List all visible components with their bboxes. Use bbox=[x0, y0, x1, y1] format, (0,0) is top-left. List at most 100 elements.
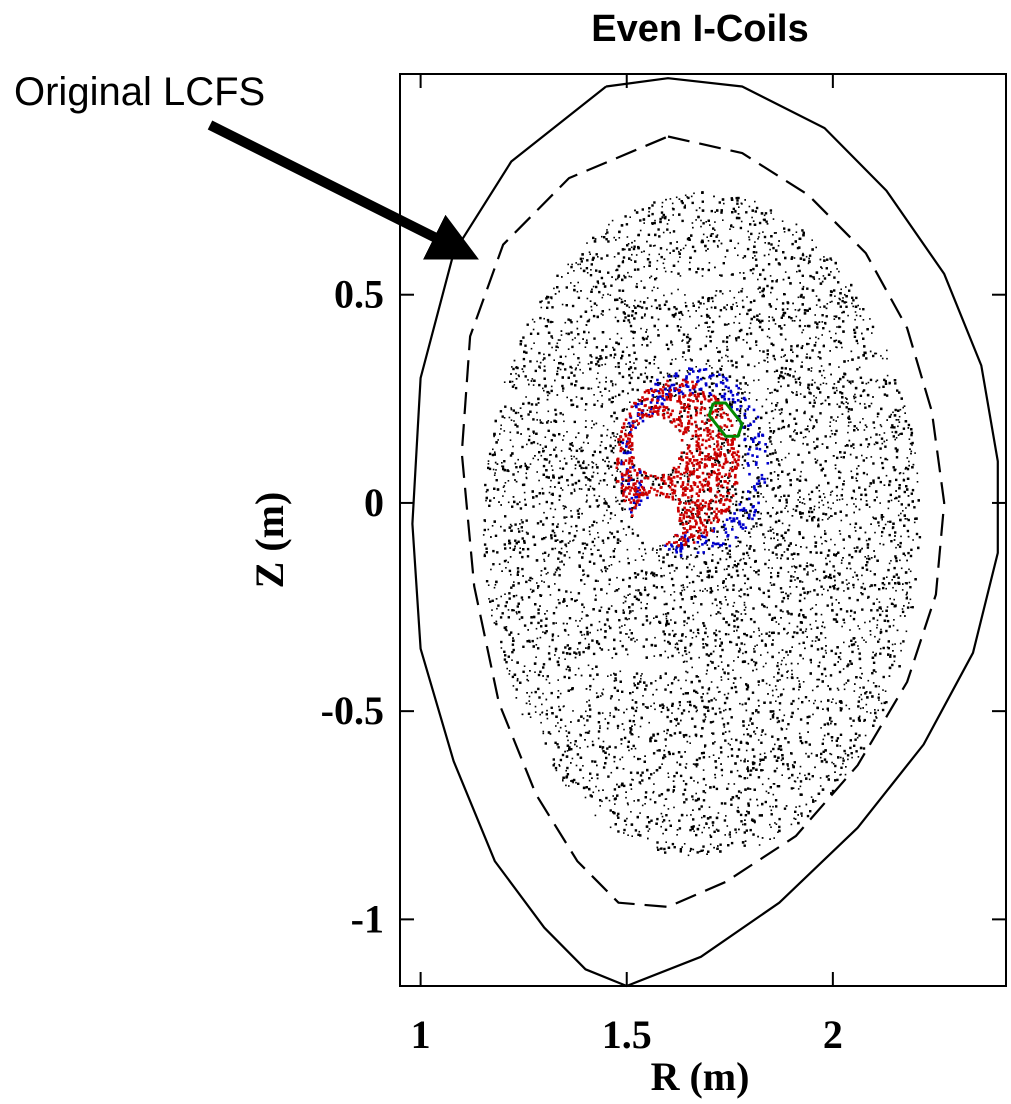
scatter-point bbox=[766, 284, 769, 288]
scatter-point bbox=[839, 305, 842, 308]
scatter-point bbox=[604, 718, 607, 720]
scatter-point bbox=[822, 738, 825, 741]
scatter-point bbox=[787, 384, 790, 387]
scatter-point bbox=[686, 196, 688, 198]
scatter-point bbox=[828, 330, 831, 333]
scatter-point bbox=[895, 450, 899, 453]
scatter-point bbox=[801, 631, 805, 634]
scatter-point bbox=[701, 816, 703, 819]
scatter-point bbox=[752, 833, 755, 836]
scatter-point bbox=[589, 684, 592, 688]
scatter-point bbox=[615, 679, 618, 682]
scatter-point bbox=[889, 655, 892, 658]
scatter-point bbox=[637, 598, 640, 602]
scatter-point bbox=[709, 529, 713, 532]
scatter-point bbox=[685, 670, 687, 673]
scatter-point bbox=[701, 451, 704, 455]
scatter-point bbox=[633, 682, 635, 685]
scatter-point bbox=[725, 815, 727, 817]
scatter-point bbox=[806, 443, 809, 446]
scatter-point bbox=[511, 385, 515, 388]
scatter-point bbox=[487, 528, 490, 531]
scatter-point bbox=[830, 491, 832, 494]
scatter-point bbox=[671, 469, 675, 472]
scatter-point bbox=[578, 342, 581, 345]
scatter-point bbox=[843, 451, 846, 454]
scatter-point bbox=[842, 759, 845, 762]
scatter-point bbox=[558, 601, 561, 605]
scatter-point bbox=[511, 380, 514, 383]
scatter-point bbox=[749, 308, 752, 311]
scatter-point bbox=[540, 625, 543, 628]
scatter-point bbox=[875, 715, 877, 718]
scatter-point bbox=[666, 612, 670, 615]
scatter-point bbox=[809, 590, 812, 593]
scatter-point bbox=[855, 574, 859, 577]
scatter-point bbox=[568, 556, 571, 559]
scatter-point bbox=[537, 687, 540, 691]
scatter-point bbox=[568, 746, 571, 749]
scatter-point bbox=[504, 593, 506, 595]
scatter-point bbox=[783, 627, 786, 631]
scatter-point bbox=[629, 324, 633, 328]
scatter-point bbox=[580, 267, 582, 270]
scatter-point bbox=[652, 396, 655, 398]
scatter-point bbox=[763, 235, 767, 239]
scatter-point bbox=[743, 760, 746, 763]
scatter-point bbox=[797, 708, 799, 710]
scatter-point bbox=[887, 500, 890, 503]
scatter-point bbox=[678, 763, 682, 766]
scatter-point bbox=[622, 319, 626, 322]
scatter-point bbox=[517, 458, 519, 461]
scatter-point bbox=[645, 615, 648, 618]
scatter-point bbox=[809, 274, 812, 278]
scatter-point bbox=[811, 239, 813, 241]
scatter-point bbox=[745, 634, 749, 637]
scatter-point bbox=[687, 522, 690, 524]
scatter-point bbox=[715, 235, 718, 238]
scatter-point bbox=[642, 338, 645, 341]
scatter-point bbox=[660, 847, 663, 850]
scatter-point bbox=[900, 649, 902, 652]
scatter-point bbox=[825, 652, 827, 654]
scatter-point bbox=[570, 748, 573, 751]
scatter-point bbox=[686, 701, 689, 703]
scatter-point bbox=[835, 420, 837, 422]
scatter-point bbox=[617, 816, 620, 819]
scatter-point bbox=[871, 672, 874, 675]
scatter-point bbox=[625, 633, 627, 635]
scatter-point bbox=[537, 587, 539, 589]
scatter-point bbox=[609, 354, 612, 357]
scatter-point bbox=[550, 439, 553, 442]
scatter-point bbox=[750, 658, 754, 662]
scatter-point bbox=[850, 752, 853, 755]
scatter-point bbox=[814, 461, 818, 464]
scatter-point bbox=[827, 549, 831, 552]
scatter-point bbox=[836, 588, 839, 591]
scatter-point bbox=[627, 557, 629, 560]
scatter-point bbox=[512, 648, 515, 652]
scatter-point bbox=[569, 647, 572, 650]
scatter-point bbox=[859, 443, 863, 447]
scatter-point bbox=[535, 627, 538, 630]
scatter-point bbox=[558, 657, 560, 659]
scatter-point bbox=[805, 519, 809, 522]
scatter-point bbox=[501, 415, 504, 418]
scatter-point bbox=[772, 532, 775, 534]
scatter-point bbox=[837, 281, 840, 284]
scatter-point bbox=[508, 592, 511, 595]
scatter-point bbox=[803, 503, 806, 505]
scatter-point bbox=[821, 499, 823, 502]
scatter-point bbox=[774, 799, 778, 802]
scatter-point bbox=[708, 365, 711, 367]
scatter-point bbox=[798, 324, 802, 328]
scatter-point bbox=[569, 742, 572, 744]
scatter-point bbox=[593, 394, 595, 396]
scatter-point bbox=[825, 557, 827, 560]
scatter-point bbox=[846, 379, 849, 382]
scatter-point bbox=[592, 314, 596, 318]
scatter-point bbox=[726, 324, 728, 326]
scatter-point bbox=[704, 744, 706, 746]
scatter-point bbox=[561, 303, 564, 306]
scatter-point bbox=[680, 639, 683, 642]
